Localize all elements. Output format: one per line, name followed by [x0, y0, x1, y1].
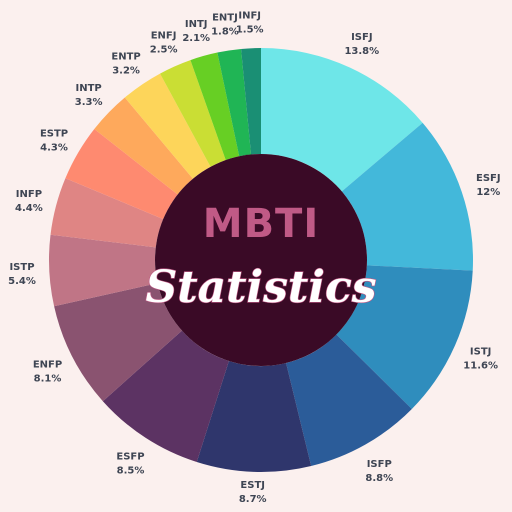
label-value-entj: 1.8% — [211, 27, 239, 38]
label-value-intj: 2.1% — [182, 33, 210, 44]
label-type-istj: ISTJ — [470, 347, 491, 358]
label-type-infj: INFJ — [238, 10, 261, 21]
label-value-infp: 4.4% — [15, 203, 43, 214]
slice-isfp — [286, 334, 412, 466]
label-type-infp: INFP — [16, 189, 42, 200]
label-value-isfj: 13.8% — [344, 46, 379, 57]
chart-title: MBTI — [203, 201, 319, 247]
slice-estp — [65, 129, 178, 220]
slice-infp — [50, 178, 164, 248]
label-value-esfj: 12% — [476, 187, 500, 198]
slice-esfj — [341, 122, 474, 271]
label-type-enfp: ENFP — [33, 360, 62, 371]
label-type-enfj: ENFJ — [151, 31, 177, 42]
slice-entp — [124, 73, 211, 179]
slice-intj — [190, 52, 240, 161]
label-type-isfj: ISFJ — [351, 32, 372, 43]
slice-intp — [94, 97, 193, 195]
label-type-esfp: ESFP — [116, 451, 144, 462]
label-type-estj: ESTJ — [240, 480, 265, 491]
label-type-estp: ESTP — [40, 128, 68, 139]
label-value-isfp: 8.8% — [365, 473, 393, 484]
center-disc — [155, 154, 367, 366]
label-value-entp: 3.2% — [112, 66, 140, 77]
label-type-esfj: ESFJ — [476, 173, 501, 184]
label-value-estj: 8.7% — [239, 494, 267, 505]
slice-enfp — [54, 283, 182, 402]
label-type-intp: INTP — [76, 83, 102, 94]
label-value-enfj: 2.5% — [150, 45, 178, 56]
slice-istp — [48, 234, 158, 307]
label-type-entj: ENTJ — [212, 13, 238, 24]
label-value-enfp: 8.1% — [34, 374, 62, 385]
slice-esfp — [102, 330, 229, 463]
label-type-isfp: ISFP — [367, 459, 392, 470]
slice-isfj — [261, 48, 423, 192]
slice-enfj — [160, 60, 226, 167]
slice-istj — [336, 265, 473, 409]
chart-subtitle: Statistics — [145, 262, 376, 313]
label-value-istp: 5.4% — [8, 276, 36, 287]
label-type-entp: ENTP — [111, 52, 140, 63]
label-value-intp: 3.3% — [75, 97, 103, 108]
label-value-istj: 11.6% — [463, 361, 498, 372]
slice-entj — [217, 48, 252, 157]
slices-group — [48, 48, 474, 472]
slice-estj — [196, 361, 312, 472]
label-value-estp: 4.3% — [40, 142, 68, 153]
label-type-istp: ISTP — [9, 262, 34, 273]
label-value-esfp: 8.5% — [117, 465, 145, 476]
label-type-intj: INTJ — [185, 19, 208, 30]
slice-infj — [241, 48, 261, 155]
labels-group: ISFJ 13.8% ESFJ 12% ISTJ 11.6% ISFP 8.8% ESTJ 8.7… — [8, 10, 500, 505]
label-value-infj: 1.5% — [236, 24, 264, 35]
